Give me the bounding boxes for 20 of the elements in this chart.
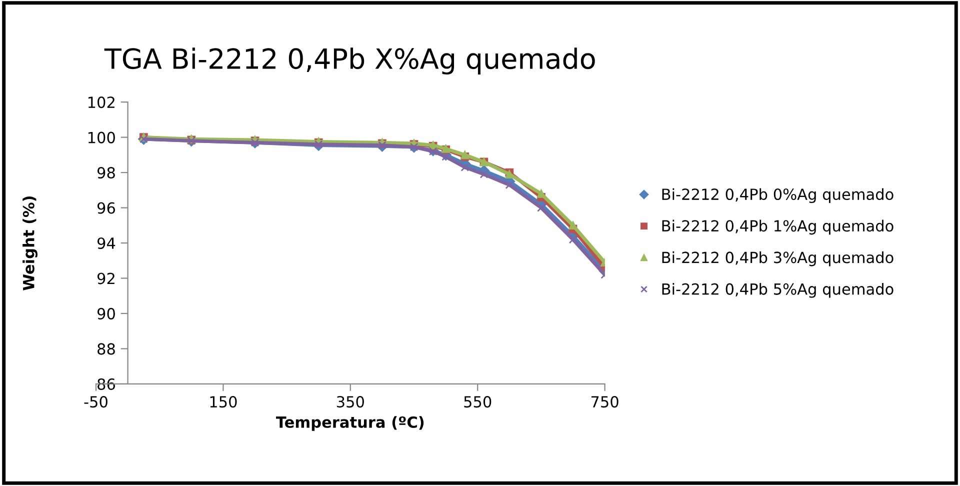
y-tick-label: 102 — [88, 96, 114, 108]
legend-label: Bi-2212 0,4Pb 0%Ag quemado — [662, 188, 894, 204]
x-tick-label: -50 — [84, 396, 108, 408]
legend-label: Bi-2212 0,4Pb 3%Ag quemado — [662, 251, 894, 266]
x-tick-label: 750 — [591, 396, 618, 408]
y-tick-label: 96 — [97, 202, 115, 214]
y-tick-label: 90 — [97, 308, 115, 320]
y-tick-label: 100 — [88, 132, 115, 144]
y-tick-label: 88 — [98, 343, 115, 355]
y-tick-label: 94 — [97, 237, 116, 250]
y-tick-label: 92 — [97, 272, 114, 284]
x-tick-label: 350 — [336, 396, 364, 408]
chart-title: TGA Bi-2212 0,4Pb X%Ag quemado — [104, 48, 595, 75]
y-tick-label: 98 — [97, 166, 115, 179]
x-tick-label: 550 — [464, 396, 492, 408]
legend-label: Bi-2212 0,4Pb 5%Ag quemado — [662, 282, 894, 298]
x-axis-title: Temperatura (ºC) — [276, 416, 424, 431]
x-tick-label: 150 — [210, 396, 237, 408]
legend-label: Bi-2212 0,4Pb 1%Ag quemado — [662, 220, 894, 235]
y-axis-title: Weight (%) — [22, 196, 38, 290]
